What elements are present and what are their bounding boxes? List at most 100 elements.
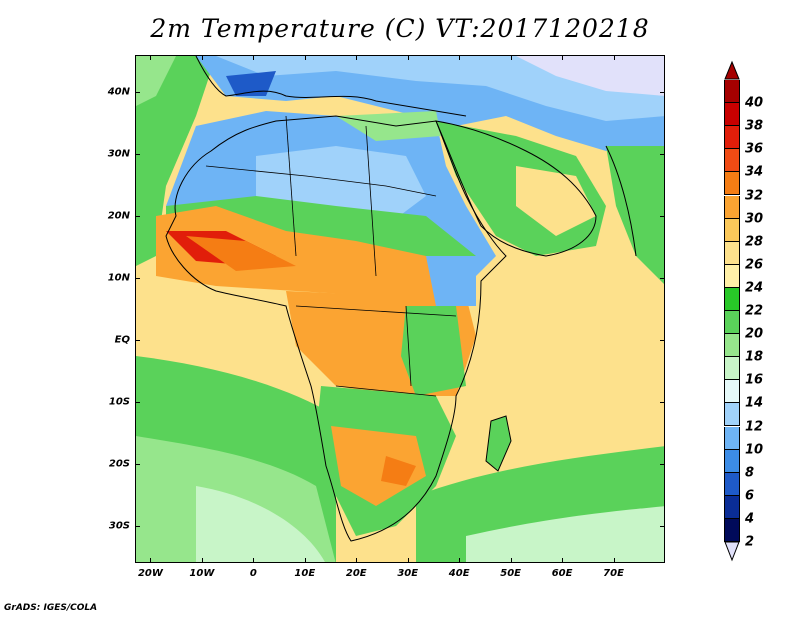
guinea-hot-zone [186,236,296,271]
lat-tick [135,401,140,403]
lat-tick [135,339,140,341]
colorbar-label: 10 [745,442,764,458]
lon-label: 70E [603,568,624,579]
colorbar-label: 22 [745,303,764,319]
lon-tick [201,55,203,60]
lat-label: 10S [108,396,130,408]
colorbar-swatch [724,380,740,404]
colorbar-swatch [724,241,740,265]
lon-tick [459,55,461,60]
atlantic-light-zone [136,56,176,106]
temperature-map [136,56,664,562]
colorbar-swatch [724,103,740,127]
credit-text: GrADS: IGES/COLA [4,603,98,613]
lat-label: 40N [107,86,130,98]
lon-label: 40E [448,568,470,579]
colorbar-label: 12 [745,419,764,434]
lon-tick [201,558,203,563]
colorbar-label: 18 [745,349,764,365]
colorbar-swatch [724,172,740,196]
border-line [405,305,412,387]
lon-tick [613,55,615,60]
colorbar-label: 24 [745,280,764,296]
lon-label: 50E [500,568,521,579]
lon-label: 20E [345,568,367,579]
colorbar-label: 32 [745,188,764,203]
iberia-cold-spot [226,71,276,96]
colorbar-swatch [724,403,740,427]
colorbar-swatch [724,80,740,103]
lat-tick [660,154,665,156]
colorbar-swatch [724,264,740,288]
colorbar-top-arrow [724,60,740,80]
lat-label: EQ [114,334,130,346]
colorbar-swatch [724,334,740,358]
asia-cold-zone [516,56,664,96]
lat-tick [660,401,665,403]
lon-tick [407,558,409,563]
colorbar-label: 4 [745,511,755,527]
lat-label: 20N [107,210,130,222]
mediterranean-coastline [195,56,467,117]
lat-tick [135,278,140,280]
chart-title: 2m Temperature (C) VT:2017120218 [150,14,650,43]
colorbar-swatch [724,357,740,381]
map-panel [135,55,665,563]
colorbar-label: 20 [745,326,764,342]
lon-tick [356,55,358,60]
lat-label: 20S [108,458,130,470]
border-line [365,125,377,277]
lat-tick [135,154,140,156]
india-coastline [605,145,637,257]
india-zone [606,146,664,284]
colorbar-swatch [724,218,740,242]
indian-ocean-light-zone [466,506,664,562]
southern-ocean-zone [196,486,325,562]
lon-label: 10E [294,568,316,579]
colorbar-label: 2 [745,534,755,550]
lon-tick [562,55,564,60]
colorbar-swatch [724,495,740,519]
madagascar-coastline [485,415,512,472]
colorbar-label: 40 [745,95,764,111]
west-africa-zone [156,206,466,296]
lat-tick [135,525,140,527]
lat-tick [135,463,140,465]
colorbar-swatch [724,287,740,311]
lat-tick [660,278,665,280]
lat-tick [135,92,140,94]
lon-tick [407,55,409,60]
lon-label: 20W [137,568,163,579]
colorbar-label: 26 [745,257,764,273]
libya-green-zone [336,111,441,141]
lon-tick [510,55,512,60]
colorbar-swatch [724,426,740,450]
border-line [335,385,437,397]
arabia-coastline [435,120,597,257]
lat-label: 30N [107,148,130,160]
colorbar-label: 14 [745,395,764,411]
border-line [285,115,297,257]
colorbar-label: 30 [745,211,764,227]
lat-label: 10N [107,272,130,284]
colorbar-swatch [724,472,740,496]
lon-label: 30E [397,568,419,579]
lon-tick [356,558,358,563]
lon-tick [510,558,512,563]
colorbar-label: 36 [745,141,764,157]
lon-tick [150,558,152,563]
border-line [205,165,437,197]
kalahari-hot-spot [381,456,416,486]
colorbar-swatch [724,126,740,150]
lon-label: 0 [249,568,257,579]
colorbar-label: 38 [745,118,764,134]
arabia-warm-zone [516,166,596,236]
madagascar-zone [486,416,511,471]
africa-coastline [165,115,507,542]
colorbar-label: 6 [745,488,755,504]
lat-tick [660,92,665,94]
ethiopia-zone [426,256,476,306]
colorbar-swatch [724,149,740,173]
lon-tick [150,55,152,60]
lat-tick [660,463,665,465]
